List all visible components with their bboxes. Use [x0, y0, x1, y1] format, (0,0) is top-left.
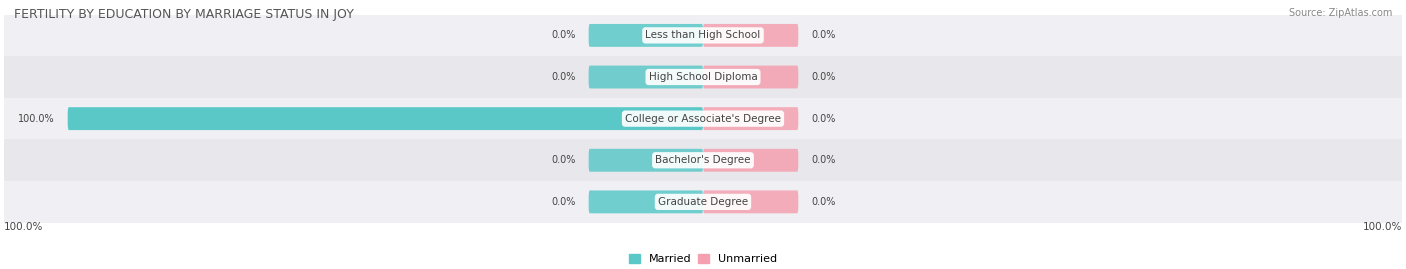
Text: Bachelor's Degree: Bachelor's Degree — [655, 155, 751, 165]
Text: 0.0%: 0.0% — [811, 114, 835, 124]
Text: Source: ZipAtlas.com: Source: ZipAtlas.com — [1288, 8, 1392, 18]
Text: 100.0%: 100.0% — [4, 222, 44, 232]
Text: High School Diploma: High School Diploma — [648, 72, 758, 82]
Bar — [4, 139, 1402, 181]
Text: Less than High School: Less than High School — [645, 30, 761, 40]
FancyBboxPatch shape — [589, 190, 703, 213]
FancyBboxPatch shape — [703, 149, 799, 172]
Text: 0.0%: 0.0% — [811, 197, 835, 207]
Text: Graduate Degree: Graduate Degree — [658, 197, 748, 207]
FancyBboxPatch shape — [589, 66, 703, 89]
Text: College or Associate's Degree: College or Associate's Degree — [626, 114, 780, 124]
Text: 0.0%: 0.0% — [811, 72, 835, 82]
Bar — [4, 98, 1402, 139]
FancyBboxPatch shape — [703, 107, 799, 130]
Text: 0.0%: 0.0% — [551, 72, 576, 82]
Bar — [4, 15, 1402, 56]
FancyBboxPatch shape — [67, 107, 703, 130]
Bar — [4, 56, 1402, 98]
Text: 100.0%: 100.0% — [1362, 222, 1402, 232]
FancyBboxPatch shape — [589, 149, 703, 172]
Text: 0.0%: 0.0% — [551, 197, 576, 207]
Text: FERTILITY BY EDUCATION BY MARRIAGE STATUS IN JOY: FERTILITY BY EDUCATION BY MARRIAGE STATU… — [14, 8, 354, 21]
Text: 0.0%: 0.0% — [551, 30, 576, 40]
FancyBboxPatch shape — [589, 24, 703, 47]
Bar — [4, 181, 1402, 223]
FancyBboxPatch shape — [703, 190, 799, 213]
Legend: Married, Unmarried: Married, Unmarried — [624, 250, 782, 269]
Text: 0.0%: 0.0% — [551, 155, 576, 165]
Text: 0.0%: 0.0% — [811, 155, 835, 165]
Text: 0.0%: 0.0% — [811, 30, 835, 40]
FancyBboxPatch shape — [703, 24, 799, 47]
Text: 100.0%: 100.0% — [18, 114, 55, 124]
FancyBboxPatch shape — [703, 66, 799, 89]
